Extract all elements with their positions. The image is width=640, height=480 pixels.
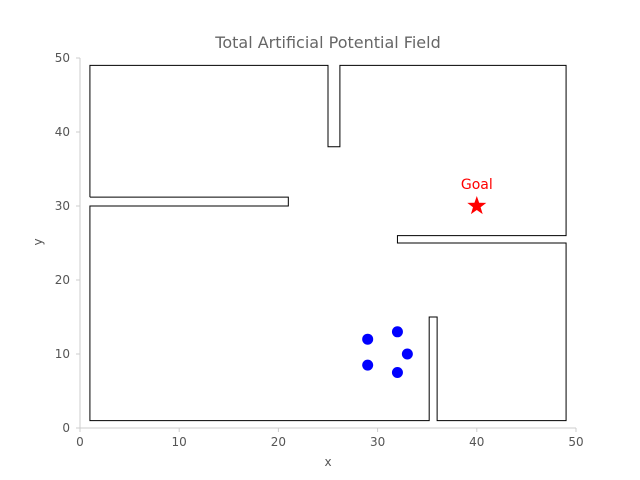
- robot-point: [362, 359, 374, 371]
- goal-label: Goal: [461, 177, 493, 193]
- walls: [89, 64, 567, 422]
- y-tick-label: 50: [55, 51, 70, 65]
- x-tick-label: 40: [469, 435, 484, 449]
- x-tick-label: 50: [568, 435, 583, 449]
- wall-outline: [89, 64, 567, 422]
- y-tick-label: 10: [55, 347, 70, 361]
- x-tick-label: 20: [271, 435, 286, 449]
- goal-star-marker: [467, 196, 487, 215]
- y-tick-label: 30: [55, 199, 70, 213]
- y-tick-label: 40: [55, 125, 70, 139]
- robot-point: [391, 326, 403, 338]
- x-ticks: 0 10 20 30 40 50: [76, 428, 584, 449]
- y-ticks: 0 10 20 30 40 50: [55, 51, 80, 435]
- axes: 0 10 20 30 40 50 0 10 20 30 40 50: [55, 51, 584, 449]
- x-tick-label: 30: [370, 435, 385, 449]
- goal: Goal: [461, 177, 493, 215]
- y-tick-label: 20: [55, 273, 70, 287]
- robot-point: [362, 333, 374, 345]
- robot-point: [391, 367, 403, 378]
- chart-title: Total Artificial Potential Field: [214, 33, 440, 52]
- x-axis-label: x: [324, 455, 331, 469]
- y-tick-label: 0: [62, 421, 70, 435]
- x-tick-label: 10: [172, 435, 187, 449]
- y-axis-label: y: [31, 238, 45, 245]
- x-tick-label: 0: [76, 435, 84, 449]
- robot-markers: [362, 326, 413, 378]
- robot-point: [401, 348, 413, 360]
